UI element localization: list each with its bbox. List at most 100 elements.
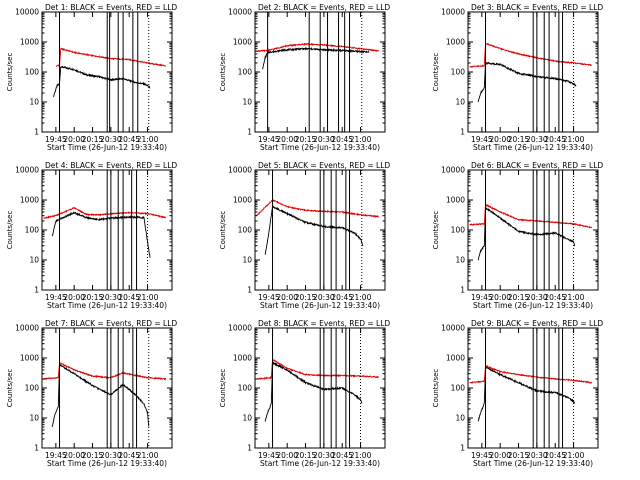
series-red-det-9 [469,363,593,384]
ytick-label-3-2: 100 [451,68,466,77]
ytick-label-2-2: 100 [238,68,253,77]
xtick-label-8-4: 20:45 [331,451,353,460]
ytick-label-6-4: 10000 [441,166,465,175]
detector-panel-2: Det 2: BLACK = Events, RED = LLD 1 10 100 10… [219,3,390,152]
xtick-label-6-4: 20:45 [544,293,566,302]
ytick-label-5-4: 10000 [228,166,252,175]
y-axis-label-8: Counts/sec [219,369,227,408]
ytick-label-4-3: 1000 [20,196,39,205]
ytick-label-8-2: 100 [238,384,253,393]
ytick-label-6-1: 10 [455,256,465,265]
ytick-label-6-0: 1 [460,286,465,295]
xtick-label-2-3: 20:30 [313,135,335,144]
panel-title-2: Det 2: BLACK = Events, RED = LLD [258,3,390,12]
panel-title-1: Det 1: BLACK = Events, RED = LLD [45,3,177,12]
xtick-label-3-1: 20:00 [489,135,511,144]
xtick-label-3-2: 20:15 [508,135,530,144]
ytick-label-1-2: 100 [25,68,40,77]
series-black-det-4 [51,211,151,258]
xtick-label-1-5: 21:00 [137,135,159,144]
xtick-label-6-2: 20:15 [508,293,530,302]
series-red-det-7 [43,361,167,381]
ytick-label-8-0: 1 [247,444,252,453]
series-red-det-3 [469,42,593,68]
ytick-label-3-4: 10000 [441,8,465,17]
ytick-label-9-1: 10 [455,414,465,423]
series-black-det-1 [53,65,151,98]
xtick-label-3-3: 20:30 [526,135,548,144]
xtick-label-3-0: 19:45 [471,135,493,144]
ytick-label-7-1: 10 [29,414,39,423]
xtick-label-9-5: 21:00 [563,451,585,460]
ytick-label-3-1: 10 [455,98,465,107]
xtick-label-6-0: 19:45 [471,293,493,302]
ytick-label-5-1: 10 [242,256,252,265]
xtick-label-7-3: 20:30 [100,451,122,460]
xtick-label-1-4: 20:45 [118,135,140,144]
ytick-label-1-0: 1 [34,128,39,137]
xtick-label-5-5: 21:00 [350,293,372,302]
y-axis-label-6: Counts/sec [432,211,440,250]
xtick-label-9-4: 20:45 [544,451,566,460]
xtick-label-6-5: 21:00 [563,293,585,302]
ytick-label-7-4: 10000 [15,324,39,333]
ytick-label-3-3: 1000 [446,38,465,47]
ytick-label-7-3: 1000 [20,354,39,363]
series-black-det-7 [51,363,150,428]
xtick-label-4-3: 20:30 [100,293,122,302]
xtick-label-5-0: 19:45 [258,293,280,302]
panel-title-7: Det 7: BLACK = Events, RED = LLD [45,319,177,328]
ytick-label-1-1: 10 [29,98,39,107]
x-axis-label-3: Start Time (26-Jun-12 19:33:40) [473,143,593,152]
ytick-label-9-2: 100 [451,384,466,393]
ytick-label-5-2: 100 [238,226,253,235]
ytick-label-2-4: 10000 [228,8,252,17]
xtick-label-2-1: 20:00 [276,135,298,144]
ytick-label-9-3: 1000 [446,354,465,363]
ytick-label-2-0: 1 [247,128,252,137]
xtick-label-7-4: 20:45 [118,451,140,460]
ytick-label-4-0: 1 [34,286,39,295]
ytick-label-1-3: 1000 [20,38,39,47]
ytick-label-5-3: 1000 [233,196,252,205]
xtick-label-6-1: 20:00 [489,293,511,302]
ytick-label-4-1: 10 [29,256,39,265]
xtick-label-8-1: 20:00 [276,451,298,460]
x-axis-label-5: Start Time (26-Jun-12 19:33:40) [260,301,380,310]
xtick-label-7-1: 20:00 [63,451,85,460]
xtick-label-7-0: 19:45 [45,451,67,460]
ytick-label-2-1: 10 [242,98,252,107]
y-axis-label-3: Counts/sec [432,53,440,92]
panel-title-8: Det 8: BLACK = Events, RED = LLD [258,319,390,328]
series-black-det-5 [264,205,364,255]
xtick-label-9-0: 19:45 [471,451,493,460]
ytick-label-9-0: 1 [460,444,465,453]
xtick-label-4-1: 20:00 [63,293,85,302]
xtick-label-4-4: 20:45 [118,293,140,302]
xtick-label-9-1: 20:00 [489,451,511,460]
y-axis-label-1: Counts/sec [6,53,14,92]
detector-panel-9: Det 9: BLACK = Events, RED = LLD 1 10 100 10… [432,319,603,468]
series-red-det-5 [256,199,380,218]
ytick-label-3-0: 1 [460,128,465,137]
detector-panel-6: Det 6: BLACK = Events, RED = LLD 1 10 100 10… [432,161,603,310]
series-red-det-1 [55,47,167,68]
y-axis-label-2: Counts/sec [219,53,227,92]
x-axis-label-8: Start Time (26-Jun-12 19:33:40) [260,459,380,468]
xtick-label-9-2: 20:15 [508,451,530,460]
ytick-label-7-0: 1 [34,444,39,453]
xtick-label-8-0: 19:45 [258,451,280,460]
xtick-label-9-3: 20:30 [526,451,548,460]
series-red-det-6 [469,203,593,229]
detector-panel-1: Det 1: BLACK = Events, RED = LLD 1 10 100 10… [6,3,177,152]
x-axis-label-1: Start Time (26-Jun-12 19:33:40) [47,143,167,152]
detector-panel-7: Det 7: BLACK = Events, RED = LLD 1 10 100 10… [6,319,177,468]
xtick-label-7-5: 21:00 [137,451,159,460]
panel-title-6: Det 6: BLACK = Events, RED = LLD [471,161,603,170]
panel-title-4: Det 4: BLACK = Events, RED = LLD [45,161,177,170]
detector-panel-8: Det 8: BLACK = Events, RED = LLD 1 10 100 10… [219,319,390,468]
xtick-label-5-3: 20:30 [313,293,335,302]
xtick-label-5-2: 20:15 [295,293,317,302]
y-axis-label-7: Counts/sec [6,369,14,408]
